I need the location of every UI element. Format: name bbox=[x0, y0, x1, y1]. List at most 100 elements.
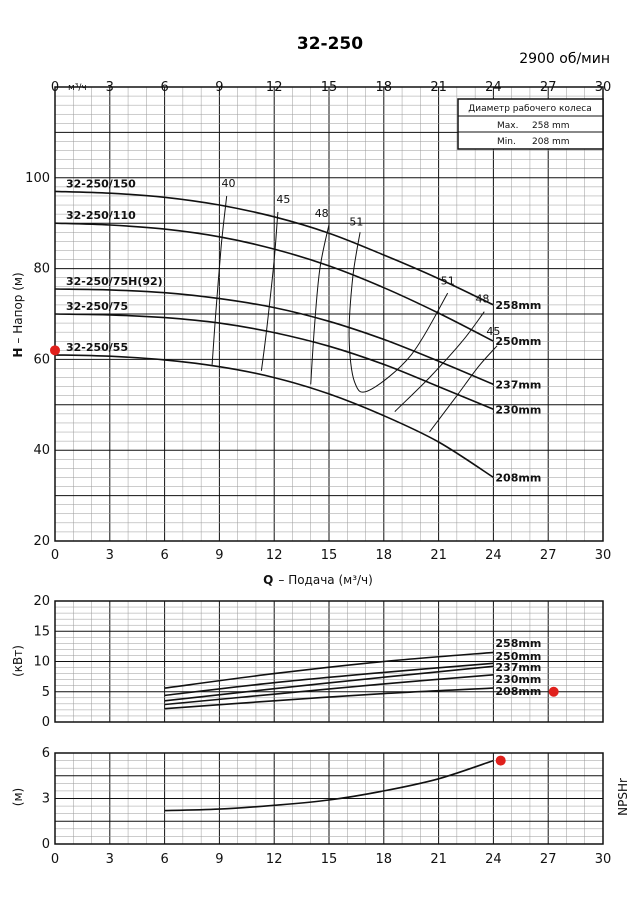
head-x-tick: 9 bbox=[215, 548, 223, 563]
top-axis-unit: м³/ч bbox=[68, 83, 87, 93]
impeller-box: Диаметр рабочего колеса Max. 258 mm Min.… bbox=[457, 98, 604, 150]
top-x-tick: 12 bbox=[266, 80, 283, 95]
head-y-tick: 100 bbox=[25, 171, 50, 186]
head-grid bbox=[54, 86, 604, 542]
model-label: 32-250/75H(92) bbox=[66, 275, 163, 288]
head-curve-208mm bbox=[54, 354, 494, 479]
panel-frame bbox=[54, 600, 604, 723]
head-y-tick: 40 bbox=[33, 443, 50, 458]
head-curve-250mm bbox=[54, 222, 494, 342]
efficiency-label: 45 bbox=[276, 193, 290, 206]
x-axis-title-text: – Подача (м³/ч) bbox=[278, 573, 372, 587]
power-y-tick: 20 bbox=[33, 594, 50, 609]
top-x-tick: 6 bbox=[160, 80, 168, 95]
y-axis-title-text: – Напор (м) bbox=[11, 272, 25, 343]
head-x-tick: 30 bbox=[595, 548, 612, 563]
curve-labels: 258mm 32-250/150 250mm 32-250/110 237mm 32-25… bbox=[66, 177, 541, 698]
head-curve-230mm bbox=[54, 313, 494, 411]
head-y-tick: 80 bbox=[33, 262, 50, 277]
power-axis-title: (кВт) bbox=[11, 645, 25, 677]
head-x-tick: 18 bbox=[376, 548, 393, 563]
npsh-x-tick: 6 bbox=[160, 852, 168, 867]
power-curve-label: 230mm bbox=[495, 673, 541, 686]
red-marker bbox=[495, 755, 506, 766]
efficiency-label: 51 bbox=[349, 215, 363, 228]
npsh-x-tick: 0 bbox=[51, 852, 59, 867]
npsh-side-label: NPSHr bbox=[616, 778, 630, 816]
red-marker bbox=[548, 686, 559, 697]
power-curve-230mm bbox=[164, 674, 494, 706]
npsh-y-tick: 6 bbox=[42, 746, 50, 761]
power-y-tick: 5 bbox=[42, 685, 50, 700]
impeller-box-title: Диаметр рабочего колеса bbox=[468, 104, 591, 114]
top-x-tick: 27 bbox=[540, 80, 557, 95]
power-curve-label: 258mm bbox=[495, 637, 541, 650]
efficiency-curve-51 bbox=[348, 232, 449, 393]
npsh-x-tick: 30 bbox=[595, 852, 612, 867]
model-label: 32-250/75 bbox=[66, 300, 128, 313]
npsh-x-tick: 9 bbox=[215, 852, 223, 867]
power-y-tick: 15 bbox=[33, 624, 50, 639]
efficiency-label: 40 bbox=[222, 177, 236, 190]
efficiency-curve-40 bbox=[211, 195, 228, 365]
head-curve-label: 208mm bbox=[495, 471, 541, 484]
head-curve-label: 258mm bbox=[495, 299, 541, 312]
impeller-max-value: 258 mm bbox=[532, 121, 570, 131]
head-curve-label: 250mm bbox=[495, 335, 541, 348]
top-x-tick: 18 bbox=[376, 80, 393, 95]
top-x-tick: 30 bbox=[595, 80, 612, 95]
power-grid bbox=[54, 600, 604, 723]
chart-title: 32-250 bbox=[297, 34, 363, 54]
top-x-tick: 21 bbox=[430, 80, 447, 95]
npsh-x-tick: 21 bbox=[430, 852, 447, 867]
efficiency-label: 48 bbox=[475, 293, 489, 306]
power-curve-237mm bbox=[164, 665, 494, 702]
model-label: 32-250/150 bbox=[66, 177, 136, 190]
efficiency-label: 45 bbox=[486, 325, 500, 338]
power-curve-250mm bbox=[164, 662, 494, 697]
head-x-tick: 0 bbox=[51, 548, 59, 563]
head-curve-label: 237mm bbox=[495, 378, 541, 391]
impeller-max-label: Max. bbox=[497, 121, 518, 131]
efficiency-label: 48 bbox=[315, 207, 329, 220]
npsh-grid bbox=[54, 752, 604, 845]
head-x-tick: 3 bbox=[106, 548, 114, 563]
power-curve-label: 237mm bbox=[495, 661, 541, 674]
npsh-x-tick: 12 bbox=[266, 852, 283, 867]
red-marker bbox=[50, 345, 60, 356]
power-curve-258mm bbox=[164, 651, 494, 689]
head-x-tick: 15 bbox=[321, 548, 338, 563]
model-label: 32-250/55 bbox=[66, 341, 128, 354]
head-x-tick: 27 bbox=[540, 548, 557, 563]
head-y-tick: 20 bbox=[33, 534, 50, 549]
power-curve-label: 208mm bbox=[495, 685, 541, 698]
npsh-x-tick: 18 bbox=[376, 852, 393, 867]
head-curve-237mm bbox=[54, 288, 494, 386]
impeller-min-label: Min. bbox=[497, 137, 516, 147]
top-x-tick: 15 bbox=[321, 80, 338, 95]
npsh-y-tick: 0 bbox=[42, 837, 50, 852]
head-x-tick: 21 bbox=[430, 548, 447, 563]
top-x-tick: 0 bbox=[51, 80, 59, 95]
curves bbox=[50, 190, 559, 812]
axis-ticks: 0033669912121515181821212424272730302040… bbox=[25, 80, 611, 867]
power-curve-label: 250mm bbox=[495, 650, 541, 663]
y-axis-title-bold: H bbox=[11, 348, 25, 358]
npsh-x-tick: 3 bbox=[106, 852, 114, 867]
speed-label: 2900 об/мин bbox=[519, 51, 610, 67]
head-x-tick: 12 bbox=[266, 548, 283, 563]
efficiency-label: 51 bbox=[441, 274, 455, 287]
top-x-tick: 9 bbox=[215, 80, 223, 95]
power-y-tick: 10 bbox=[33, 655, 50, 670]
efficiency-curve-45 bbox=[429, 345, 498, 433]
power-curve-208mm bbox=[164, 687, 494, 710]
head-curve-label: 230mm bbox=[495, 403, 541, 416]
x-axis-title: Q – Подача (м³/ч) bbox=[263, 573, 373, 587]
panel-frame bbox=[54, 752, 604, 845]
top-x-tick: 3 bbox=[106, 80, 114, 95]
npsh-x-tick: 15 bbox=[321, 852, 338, 867]
head-curve-258mm bbox=[54, 190, 494, 306]
npsh-x-tick: 27 bbox=[540, 852, 557, 867]
npsh-y-tick: 3 bbox=[42, 792, 50, 807]
